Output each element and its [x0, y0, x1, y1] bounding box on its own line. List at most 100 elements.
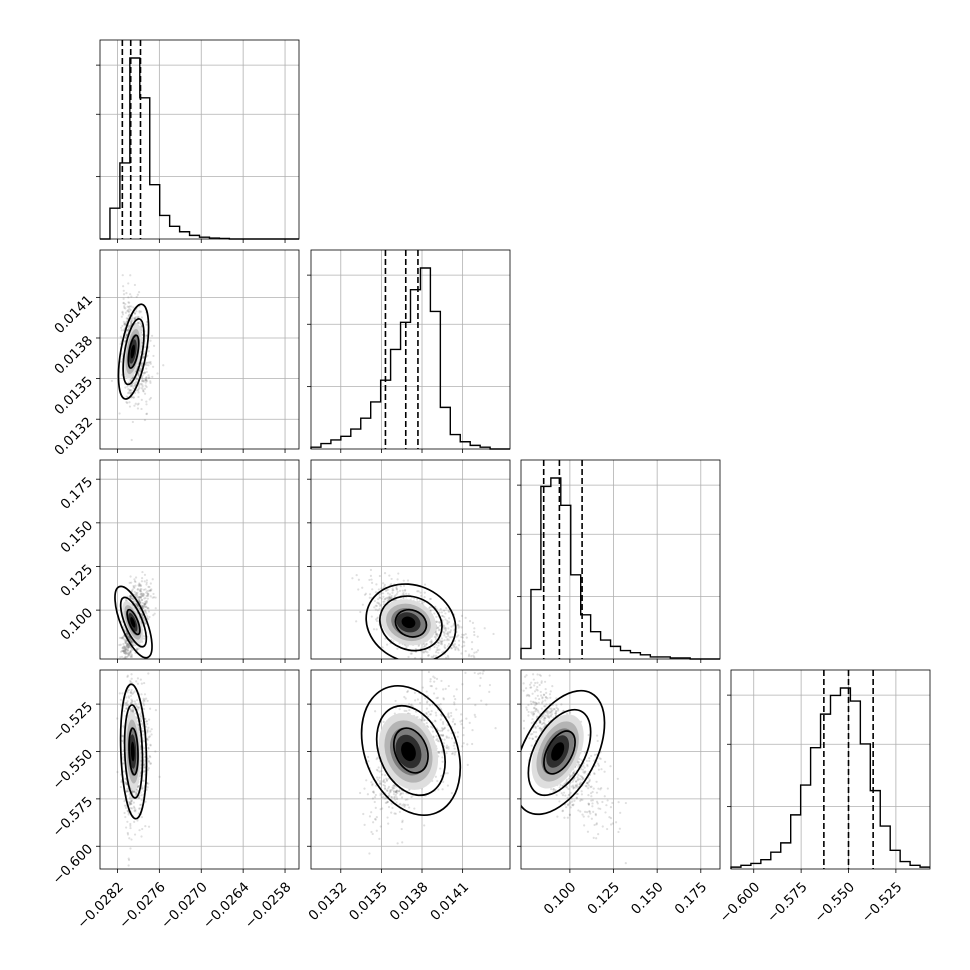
sample-point [126, 831, 129, 835]
sample-point [140, 407, 143, 411]
sample-point [434, 651, 438, 654]
sample-point [470, 648, 474, 651]
contour-level [119, 596, 148, 648]
sample-point [119, 698, 122, 701]
sample-point [402, 803, 405, 806]
sample-point [124, 806, 128, 809]
sample-point [120, 329, 123, 332]
sample-point [149, 595, 152, 598]
sample-point [454, 660, 456, 662]
sample-point [404, 803, 407, 806]
sample-point [140, 787, 143, 790]
panel-frame [310, 459, 511, 660]
sample-point [127, 391, 130, 394]
sample-point [435, 714, 438, 717]
sample-point [123, 650, 126, 654]
sample-point [128, 796, 132, 799]
sample-point [130, 838, 133, 841]
sample-point [424, 650, 428, 653]
sample-point [391, 589, 394, 592]
sample-point [135, 680, 138, 683]
sample-point [375, 757, 378, 761]
sample-point [446, 619, 449, 622]
sample-point [128, 638, 131, 641]
sample-point [130, 640, 133, 644]
sample-point [453, 753, 456, 756]
sample-point [131, 588, 134, 591]
sample-point [135, 793, 138, 796]
sample-point [396, 791, 399, 795]
sample-point [452, 695, 456, 698]
sample-point [125, 660, 127, 662]
sample-point [443, 632, 446, 635]
sample-point [126, 703, 129, 707]
sample-point [453, 723, 457, 726]
sample-point [445, 746, 448, 750]
sample-point [133, 599, 136, 602]
sample-point [126, 675, 129, 678]
sample-point [137, 321, 140, 324]
sample-point [143, 698, 146, 701]
sample-point [385, 801, 388, 804]
sample-point [138, 311, 141, 314]
sample-point [370, 830, 373, 834]
sample-point [136, 682, 140, 685]
sample-point [422, 651, 426, 654]
sample-point [133, 383, 136, 386]
sample-point [129, 691, 132, 694]
sample-point [430, 660, 432, 662]
sample-point [372, 791, 376, 794]
sample-point [122, 648, 125, 651]
sample-point [404, 798, 407, 801]
sample-point [136, 595, 139, 598]
sample-point [128, 313, 131, 316]
sample-point [137, 812, 141, 815]
sample-point [460, 652, 463, 655]
sample-point [456, 735, 459, 738]
sample-point [395, 789, 399, 792]
panel-3-0 [116, 672, 161, 867]
sample-point [473, 713, 476, 716]
sample-point [473, 627, 476, 630]
sample-point [129, 694, 133, 697]
sample-point [147, 350, 150, 353]
sample-point [466, 763, 469, 766]
sample-point [423, 718, 426, 722]
sample-point [456, 647, 460, 650]
sample-point [137, 647, 140, 650]
sample-point [374, 710, 377, 713]
sample-point [130, 595, 133, 598]
sample-point [392, 784, 395, 787]
sample-point [395, 801, 398, 804]
sample-point [410, 703, 413, 706]
sample-point [401, 819, 404, 822]
sample-point [123, 646, 126, 650]
sample-point [450, 647, 453, 650]
sample-point [369, 574, 372, 577]
sample-point [435, 632, 438, 636]
sample-point [403, 805, 406, 808]
sample-point [140, 387, 143, 390]
sample-point [126, 833, 130, 836]
sample-point [366, 793, 369, 796]
sample-point [144, 697, 148, 700]
sample-point [121, 310, 124, 314]
sample-point [437, 644, 440, 647]
sample-point [142, 390, 145, 393]
sample-point [142, 356, 145, 359]
sample-point [152, 596, 156, 599]
sample-point [148, 718, 151, 721]
sample-point [441, 614, 444, 618]
sample-point [373, 796, 377, 799]
sample-point [136, 677, 140, 680]
sample-point [130, 305, 133, 308]
sample-point [403, 804, 406, 807]
sample-point [123, 651, 126, 655]
sample-point [423, 824, 426, 827]
sample-point [149, 744, 152, 747]
sample-point [394, 791, 398, 794]
sample-point [123, 323, 126, 326]
sample-point [435, 620, 438, 623]
sample-point [435, 649, 438, 652]
sample-point [130, 790, 134, 793]
